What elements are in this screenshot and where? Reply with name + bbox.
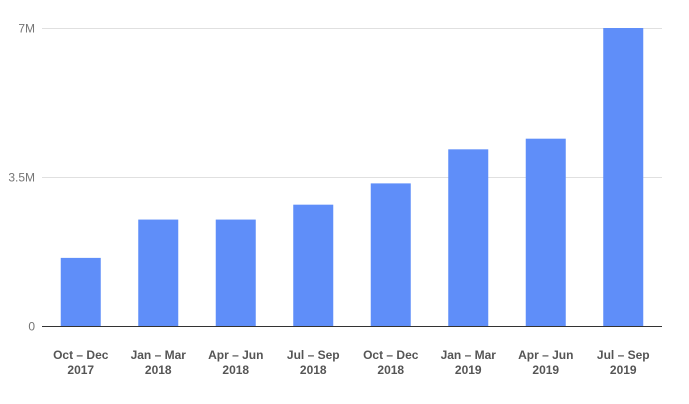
- bar: [448, 149, 489, 326]
- x-tick-label-line: 2018: [377, 363, 404, 377]
- x-tick-label: Apr – Jun 2019: [518, 348, 573, 377]
- x-tick-label-line: Oct – Dec: [363, 348, 419, 362]
- bar: [138, 219, 179, 326]
- x-tick-label-line: 2019: [532, 363, 559, 377]
- y-tick-label: 7M: [18, 22, 35, 36]
- x-tick-label-line: 2017: [67, 363, 94, 377]
- x-tick-label-line: 2018: [145, 363, 172, 377]
- x-tick-label-line: 2018: [222, 363, 249, 377]
- x-tick-label-line: Jan – Mar: [131, 348, 187, 362]
- bar: [370, 183, 411, 326]
- x-tick-label-line: Jul – Sep: [287, 348, 340, 362]
- x-tick-label: Jul – Sep 2019: [597, 348, 650, 377]
- bar: [603, 28, 644, 326]
- x-tick-label: Jan – Mar 2018: [131, 348, 187, 377]
- y-tick-label: 3.5M: [8, 171, 35, 185]
- bar: [293, 204, 334, 326]
- x-tick-label: Jul – Sep 2018: [287, 348, 340, 377]
- grid-lines: [42, 28, 662, 327]
- x-tick-label-line: Oct – Dec: [53, 348, 109, 362]
- x-tick-label: Jan – Mar 2019: [441, 348, 497, 377]
- x-tick-label-line: Apr – Jun: [518, 348, 573, 362]
- x-tick-label: Oct – Dec 2017: [53, 348, 109, 377]
- x-tick-label: Apr – Jun 2018: [208, 348, 263, 377]
- bars: [60, 28, 644, 326]
- y-tick-label: 0: [28, 320, 35, 334]
- x-tick-label-line: Jul – Sep: [597, 348, 650, 362]
- x-tick-label-line: 2019: [610, 363, 637, 377]
- y-axis-ticks: 0 3.5M 7M: [8, 22, 35, 334]
- x-tick-label-line: 2018: [300, 363, 327, 377]
- bar: [525, 138, 566, 326]
- bar: [60, 257, 101, 326]
- bar: [215, 219, 256, 326]
- x-tick-label: Oct – Dec 2018: [363, 348, 419, 377]
- x-tick-label-line: Apr – Jun: [208, 348, 263, 362]
- x-tick-label-line: Jan – Mar: [441, 348, 497, 362]
- x-tick-label-line: 2019: [455, 363, 482, 377]
